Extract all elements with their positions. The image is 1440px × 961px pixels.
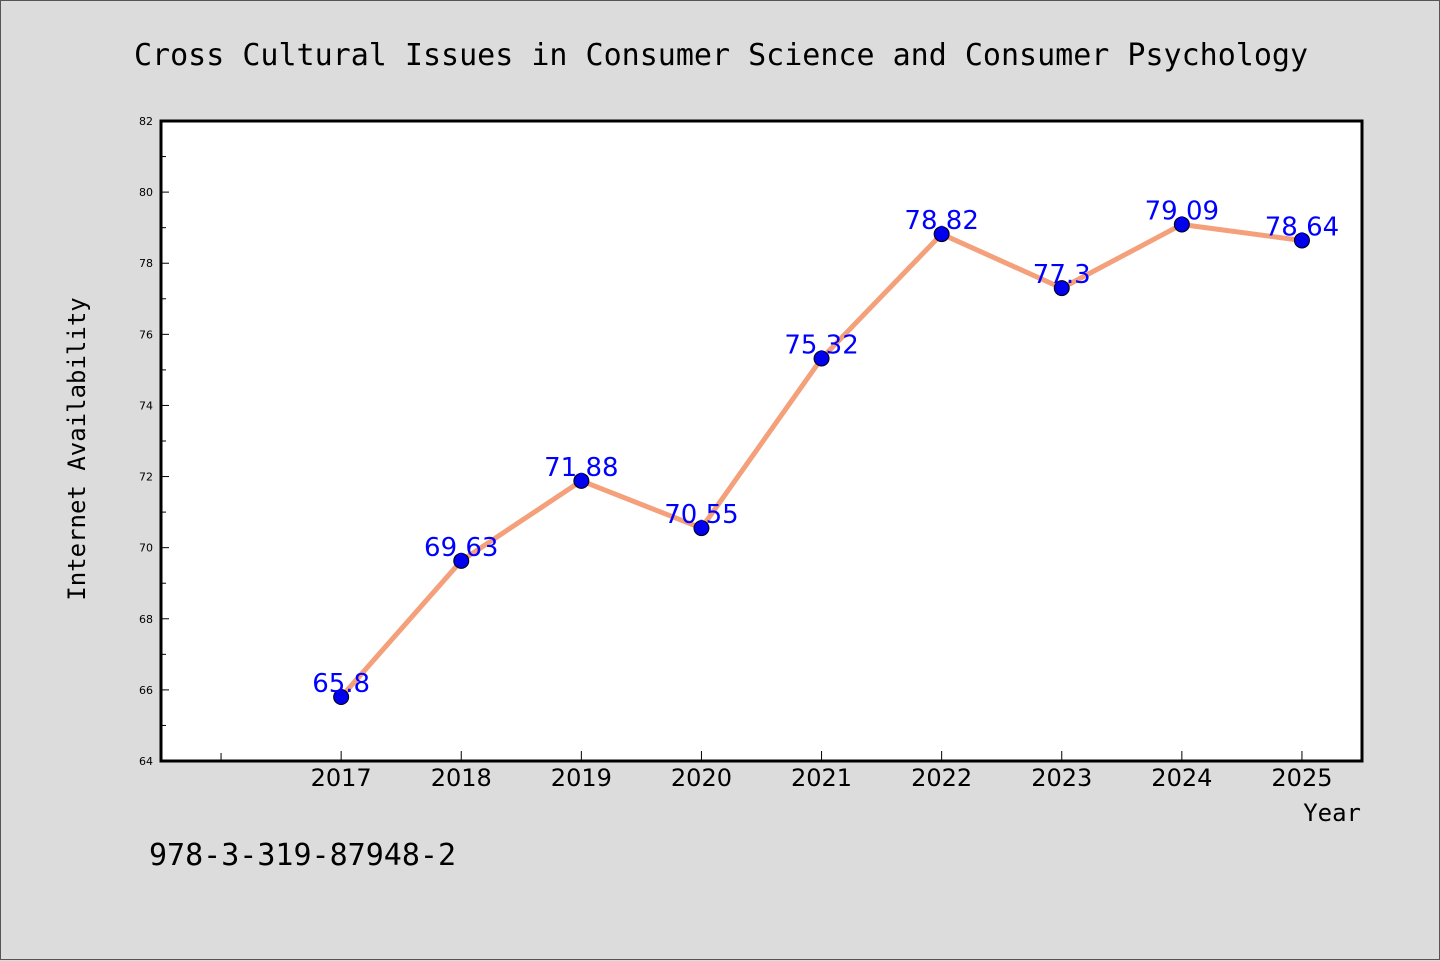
series-line-group bbox=[333, 216, 1310, 705]
x-tick-label: 2022 bbox=[911, 764, 972, 792]
data-point bbox=[1293, 232, 1310, 249]
y-tick-label: 76 bbox=[139, 328, 153, 341]
y-tick-label: 74 bbox=[139, 399, 153, 412]
data-label: 79.09 bbox=[1145, 196, 1219, 226]
x-axis: 2017 2018 2019 2020 2021 2022 2023 2024 2025 bbox=[220, 751, 1332, 792]
data-label: 70.55 bbox=[664, 500, 738, 530]
data-label: 77.3 bbox=[1033, 260, 1091, 290]
data-point bbox=[333, 689, 350, 705]
data-label: 65.8 bbox=[312, 669, 370, 699]
y-tick-label: 70 bbox=[139, 542, 153, 555]
data-label: 71.88 bbox=[544, 453, 618, 483]
y-tick-label: 64 bbox=[139, 755, 153, 768]
y-tick-label: 80 bbox=[139, 186, 153, 199]
y-tick-label: 66 bbox=[139, 684, 153, 697]
data-point bbox=[813, 350, 830, 367]
data-point bbox=[1053, 280, 1070, 297]
data-label-group: 65.8 69.63 71.88 70.55 75.32 78.82 77.3 79.09 78… bbox=[312, 196, 1339, 699]
data-point bbox=[573, 472, 590, 489]
x-tick-label: 2024 bbox=[1151, 764, 1212, 792]
data-label: 78.64 bbox=[1265, 212, 1339, 242]
data-label: 78.82 bbox=[904, 206, 978, 236]
x-tick-label: 2017 bbox=[311, 764, 372, 792]
x-tick-label: 2025 bbox=[1271, 764, 1332, 792]
y-tick-label: 72 bbox=[139, 471, 153, 484]
x-tick-label: 2019 bbox=[551, 764, 612, 792]
data-point bbox=[933, 226, 950, 243]
isbn-footnote: 978-3-319-87948-2 bbox=[149, 838, 456, 873]
y-axis: 64 66 68 70 72 74 76 78 80 82 bbox=[139, 115, 169, 768]
data-point bbox=[453, 552, 470, 569]
data-label: 69.63 bbox=[424, 533, 498, 563]
x-tick-label: 2018 bbox=[431, 764, 492, 792]
chart-title: Cross Cultural Issues in Consumer Scienc… bbox=[134, 38, 1308, 73]
y-tick-label: 78 bbox=[139, 257, 153, 270]
y-axis-label: Internet Availability bbox=[63, 297, 91, 600]
x-tick-label: 2021 bbox=[791, 764, 852, 792]
x-axis-label: Year bbox=[1303, 799, 1361, 827]
y-tick-label: 68 bbox=[139, 613, 153, 626]
data-point bbox=[693, 520, 710, 537]
y-tick-label: 82 bbox=[139, 115, 153, 128]
data-label: 75.32 bbox=[784, 331, 858, 361]
data-point bbox=[1173, 216, 1190, 233]
x-tick-label: 2020 bbox=[671, 764, 732, 792]
x-tick-label: 2023 bbox=[1031, 764, 1092, 792]
